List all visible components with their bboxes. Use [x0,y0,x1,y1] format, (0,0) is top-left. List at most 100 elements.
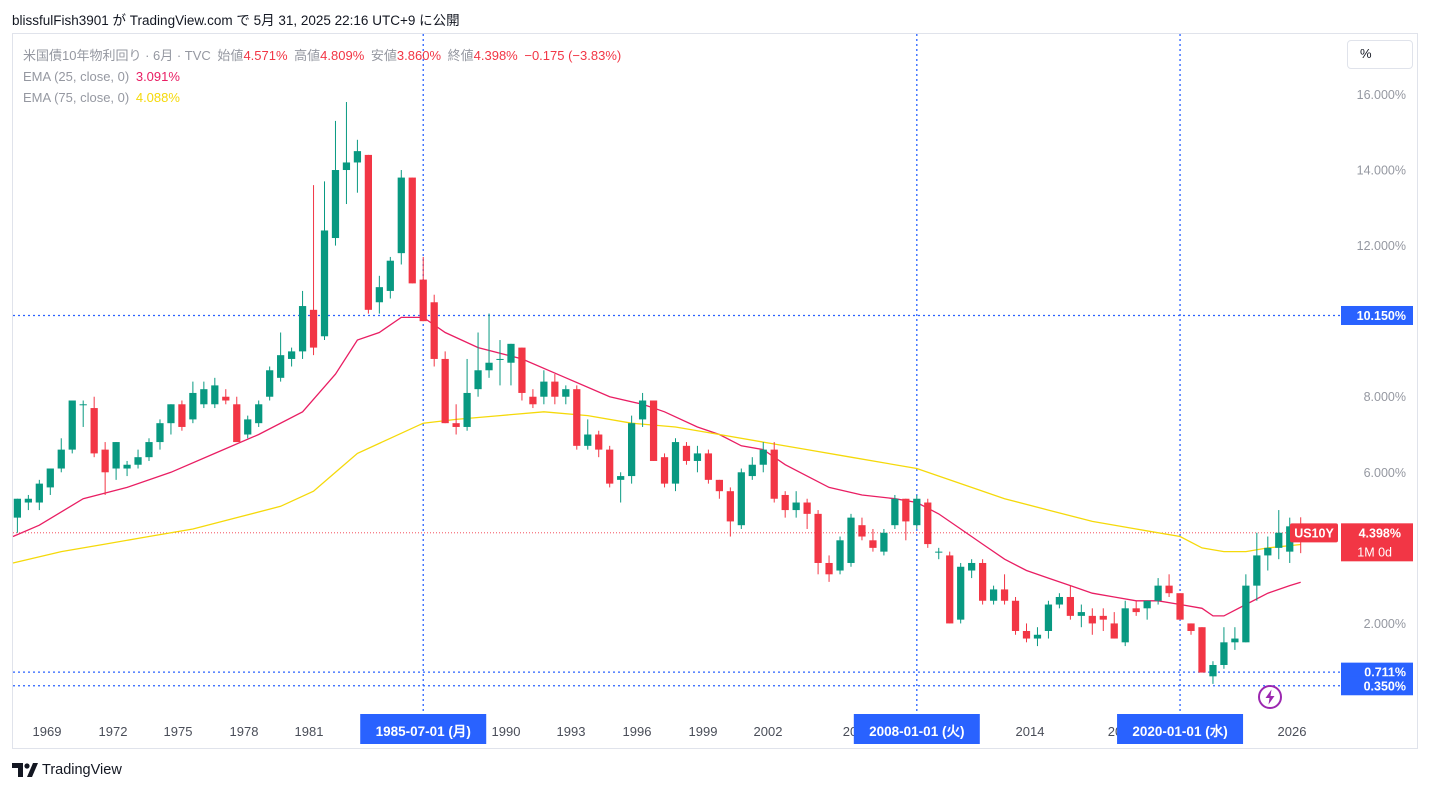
candle-body [1077,612,1085,616]
candle [726,487,734,537]
candle-body [496,358,504,360]
candle [277,332,285,382]
candle-body [1286,526,1294,552]
chart-legend: 米国債10年物利回り · 6月 · TVC 始値4.571% 高値4.809% … [23,45,624,108]
candle [682,442,691,465]
candle-body [24,498,32,503]
candle [978,559,987,605]
candle-body [1275,532,1283,548]
candle-body [1176,593,1184,620]
tradingview-brand-text: TradingView [42,762,122,778]
candle-body [167,404,175,424]
percent-scale-button[interactable]: % [1347,40,1413,69]
candle-body [1242,585,1250,643]
candle [1187,623,1195,635]
candle [595,430,603,458]
candle-body [1066,596,1074,616]
legend-close-label: 終値 [447,48,474,63]
candle [704,449,713,484]
candle [737,468,745,529]
candle [474,332,482,397]
legend-ohlc-row[interactable]: 米国債10年物利回り · 6月 · TVC 始値4.571% 高値4.809% … [23,45,624,66]
time-axis-label: 2026 [1278,724,1307,739]
ema-lines [12,316,1301,617]
candle [638,392,647,427]
candle-body [123,464,131,469]
legend-symbol: 米国債10年物利回り · 6月 · TVC [23,48,211,63]
candle [869,528,877,552]
candle-body [1165,585,1173,594]
candle [211,377,219,409]
tradingview-logo-icon [12,763,38,777]
candle-body [485,362,493,371]
candle [320,181,329,341]
candle [430,294,438,367]
candle [134,449,142,469]
candle [770,442,778,503]
candle [792,491,800,518]
candle [233,396,241,443]
tradingview-logo[interactable]: TradingView [12,762,122,778]
time-axis-label: 2014 [1016,724,1045,739]
candles [13,102,1305,684]
time-axis-label: 1975 [164,724,193,739]
legend-ema25-row[interactable]: EMA (25, close, 0) 3.091% [23,66,624,87]
legend-low-label: 安値 [370,48,397,63]
candle [68,400,76,454]
candle [57,438,65,473]
candle-body [836,540,844,571]
candle-body [770,449,778,499]
time-marker-label-box [360,714,487,744]
candle-body [649,400,658,461]
candle-body [309,309,318,348]
lightning-icon[interactable] [1257,684,1283,710]
candle-body [529,396,537,405]
candle [1044,600,1053,639]
candle-body [902,498,910,522]
chart-frame[interactable] [12,33,1418,749]
candle-body [1088,615,1096,624]
candle-body [1099,615,1107,620]
candle [902,498,910,541]
candle-body [989,589,998,601]
price-axis-label: 6.000% [1364,466,1406,480]
candle-body [682,445,691,461]
candle [24,494,32,511]
candle [13,498,22,533]
candle-body [540,381,548,397]
candle [715,479,723,499]
candle-body [584,434,592,446]
candle [1088,608,1096,635]
candle [1110,612,1118,639]
candle-body [463,392,471,427]
legend-ema25-label: EMA (25, close, 0) [23,69,130,84]
price-line-label-box [1341,305,1413,325]
candle-body [200,389,208,405]
candle-body [375,287,383,303]
candle-body [244,419,252,435]
candle [617,472,625,503]
candle [101,442,109,495]
candle [562,385,570,405]
candle [298,290,307,359]
candle-body [353,151,362,163]
time-axis-label: 1972 [99,724,128,739]
time-marker-label: 1985-07-01 (月) [376,724,471,739]
candle-body [90,408,98,454]
candle-body [748,464,756,477]
candle-body [1132,608,1140,613]
price-axis-label: 2.000% [1364,617,1406,631]
publish-caption: blissfulFish3901 が TradingView.com で 5月 … [12,13,460,28]
legend-ema75-row[interactable]: EMA (75, close, 0) 4.088% [23,87,624,108]
candle-body [1011,600,1020,631]
candle-body [386,260,394,291]
candle-body [13,498,22,518]
time-marker-label: 2020-01-01 (水) [1132,723,1227,739]
candle-body [452,423,460,427]
candle [79,400,87,427]
time-marker-label: 2008-01-01 (火) [869,724,964,739]
time-axis-label: 1978 [230,724,259,739]
candle-body [595,434,603,450]
candle [145,438,153,461]
